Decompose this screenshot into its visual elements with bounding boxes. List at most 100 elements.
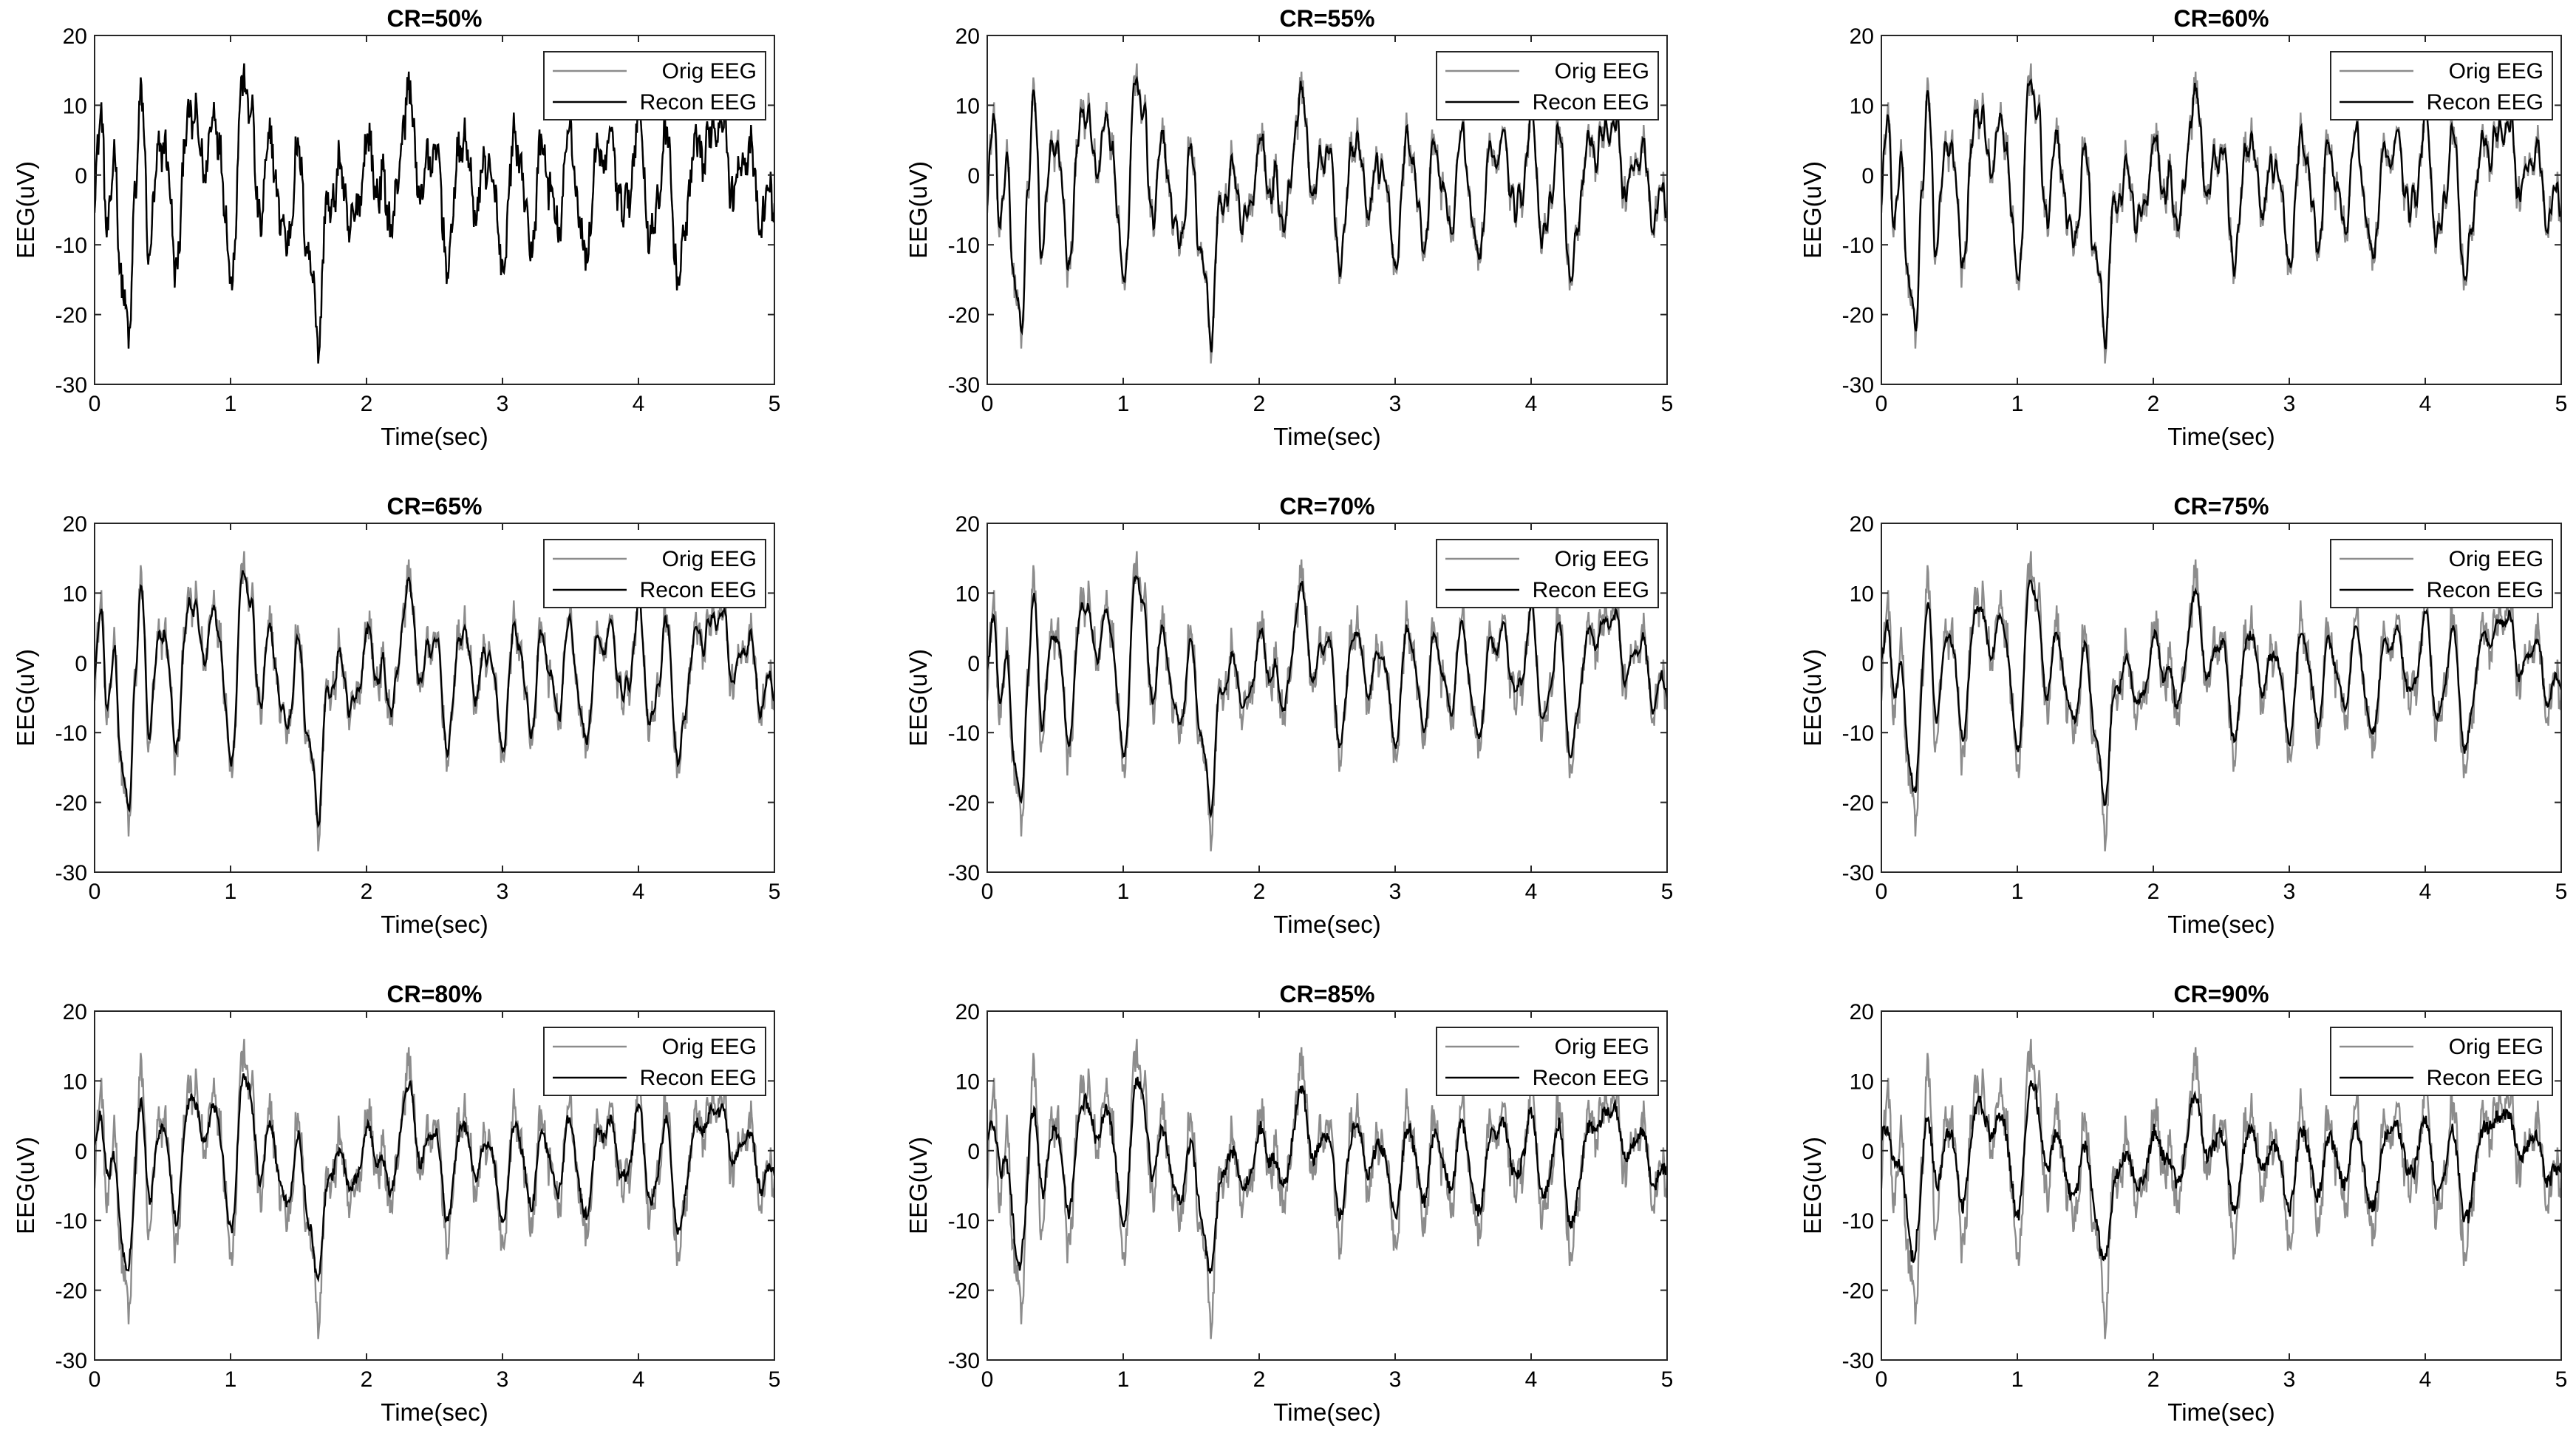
subplot-title: CR=65% bbox=[387, 493, 483, 520]
y-tick-label: 10 bbox=[63, 582, 87, 606]
y-tick-label: 0 bbox=[967, 652, 980, 676]
x-tick-label: 0 bbox=[89, 1367, 101, 1392]
y-tick-label: 10 bbox=[63, 94, 87, 118]
x-tick-label: 3 bbox=[2283, 880, 2296, 904]
axes-box bbox=[1881, 35, 2562, 385]
x-axis-label: Time(sec) bbox=[381, 911, 488, 938]
x-tick-label: 4 bbox=[2419, 1367, 2432, 1392]
y-axis-label: EEG(uV) bbox=[12, 649, 39, 747]
y-tick-label: -20 bbox=[948, 1279, 980, 1304]
legend-entry: Orig EEG bbox=[1555, 547, 1649, 571]
orig-eeg-line bbox=[95, 1038, 774, 1339]
y-tick-label: 10 bbox=[1850, 94, 1874, 118]
x-tick-label: 2 bbox=[2147, 880, 2160, 904]
x-tick-label: 1 bbox=[2011, 880, 2024, 904]
x-tick-label: 2 bbox=[2147, 1367, 2160, 1392]
y-tick-label: -30 bbox=[55, 373, 87, 398]
x-tick-label: 4 bbox=[633, 880, 645, 904]
legend-box bbox=[543, 1027, 766, 1096]
x-axis-label: Time(sec) bbox=[1273, 1398, 1380, 1426]
x-tick-label: 0 bbox=[981, 1367, 994, 1392]
legend: Orig EEG Recon EEG bbox=[2330, 539, 2553, 608]
legend-box bbox=[1436, 539, 1659, 608]
legend-entry: Orig EEG bbox=[662, 1035, 757, 1059]
legend-entry: Recon EEG bbox=[2427, 1066, 2543, 1090]
x-axis-label: Time(sec) bbox=[2167, 423, 2275, 450]
x-tick-label: 2 bbox=[361, 392, 373, 416]
x-axis-label: Time(sec) bbox=[1273, 911, 1380, 938]
x-tick-label: 2 bbox=[361, 880, 373, 904]
x-axis-label: Time(sec) bbox=[2167, 911, 2275, 938]
subplot-title: CR=55% bbox=[1280, 5, 1375, 32]
x-tick-label: 1 bbox=[225, 1367, 237, 1392]
axes-box bbox=[94, 1010, 775, 1361]
axes-box bbox=[1881, 523, 2562, 873]
y-tick-label: 0 bbox=[967, 1140, 980, 1164]
legend-entry: Orig EEG bbox=[2449, 547, 2543, 571]
y-tick-label: -10 bbox=[948, 721, 980, 746]
y-tick-label: -20 bbox=[948, 304, 980, 328]
x-tick-label: 0 bbox=[89, 392, 101, 416]
recon-eeg-line bbox=[1881, 579, 2561, 806]
legend-box bbox=[1436, 1027, 1659, 1096]
y-tick-label: -20 bbox=[55, 792, 87, 816]
x-tick-label: 0 bbox=[981, 392, 994, 416]
legend: Orig EEG Recon EEG bbox=[543, 539, 766, 608]
y-tick-label: -30 bbox=[55, 1349, 87, 1373]
y-axis-label: EEG(uV) bbox=[1799, 649, 1826, 747]
y-tick-label: 20 bbox=[955, 512, 980, 537]
y-tick-label: -30 bbox=[55, 861, 87, 885]
y-tick-label: -10 bbox=[55, 234, 87, 258]
axes-box bbox=[987, 1010, 1668, 1361]
x-tick-label: 3 bbox=[1389, 1367, 1402, 1392]
y-tick-label: 20 bbox=[63, 512, 87, 537]
x-axis-label: Time(sec) bbox=[381, 423, 488, 450]
legend-box bbox=[1436, 51, 1659, 120]
x-tick-label: 0 bbox=[981, 880, 994, 904]
legend-entry: Orig EEG bbox=[2449, 1035, 2543, 1059]
y-tick-label: 0 bbox=[75, 1140, 87, 1164]
legend-box bbox=[2330, 1027, 2553, 1096]
subplot-title: CR=50% bbox=[387, 5, 483, 32]
recon-eeg-line bbox=[987, 574, 1667, 819]
y-tick-label: -10 bbox=[55, 721, 87, 746]
x-tick-label: 5 bbox=[2555, 880, 2568, 904]
x-tick-label: 2 bbox=[1253, 1367, 1266, 1392]
y-tick-label: 10 bbox=[955, 1070, 980, 1094]
x-tick-label: 2 bbox=[2147, 392, 2160, 416]
subplot-8: CR=85% 0 1 2 3 4 5 20 10 0 -10 -20 -30 Time(sec) EEG(u… bbox=[904, 981, 1673, 1426]
legend-box bbox=[543, 539, 766, 608]
x-tick-label: 3 bbox=[1389, 392, 1402, 416]
subplot-title: CR=75% bbox=[2174, 493, 2269, 520]
legend: Orig EEG Recon EEG bbox=[1436, 1027, 1659, 1096]
subplot-title: CR=80% bbox=[387, 981, 483, 1007]
y-axis-label: EEG(uV) bbox=[904, 649, 932, 747]
subplot-title: CR=60% bbox=[2174, 5, 2269, 32]
y-tick-label: 20 bbox=[63, 24, 87, 49]
y-tick-label: -10 bbox=[1842, 1209, 1874, 1234]
legend: Orig EEG Recon EEG bbox=[1436, 51, 1659, 120]
legend: Orig EEG Recon EEG bbox=[543, 51, 766, 120]
y-tick-label: -20 bbox=[55, 304, 87, 328]
y-tick-label: -10 bbox=[948, 234, 980, 258]
x-tick-label: 5 bbox=[2555, 1367, 2568, 1392]
axes-box bbox=[94, 523, 775, 873]
y-tick-label: 20 bbox=[955, 24, 980, 49]
x-tick-label: 4 bbox=[1525, 1367, 1538, 1392]
y-tick-label: -10 bbox=[55, 1209, 87, 1234]
x-tick-label: 3 bbox=[2283, 392, 2296, 416]
recon-eeg-line bbox=[987, 1076, 1667, 1274]
x-tick-label: 1 bbox=[2011, 1367, 2024, 1392]
y-tick-label: 0 bbox=[967, 164, 980, 188]
x-tick-label: 4 bbox=[1525, 880, 1538, 904]
legend-box bbox=[2330, 539, 2553, 608]
legend-entry: Recon EEG bbox=[640, 1066, 757, 1090]
subplot-6: CR=75% 0 1 2 3 4 5 20 10 0 -10 -20 -30 Time(sec) EEG(u… bbox=[1799, 493, 2567, 938]
subplot-2: CR=55% 0 1 2 3 4 5 20 10 0 -10 -20 -30 Time(sec) EEG(u… bbox=[904, 5, 1673, 450]
y-tick-label: 20 bbox=[1850, 512, 1874, 537]
y-tick-label: 10 bbox=[955, 94, 980, 118]
orig-eeg-line bbox=[1881, 1038, 2561, 1339]
legend-entry: Orig EEG bbox=[1555, 1035, 1649, 1059]
x-tick-label: 1 bbox=[1117, 392, 1130, 416]
